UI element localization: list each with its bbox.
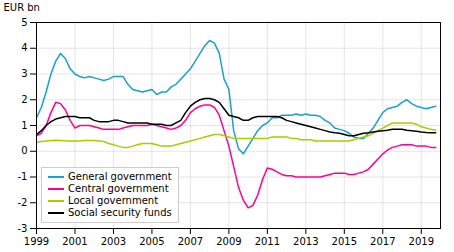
svg-text:2017: 2017 [370,236,395,247]
html-text:Central government: Central government [68,183,169,194]
svg-text:2003: 2003 [101,236,126,247]
svg-text:5: 5 [21,17,27,28]
svg-text:2005: 2005 [139,236,164,247]
html-text:Social security funds: Social security funds [68,207,172,218]
svg-text:1: 1 [21,120,27,131]
svg-text:2013: 2013 [293,236,318,247]
html-text:Local government: Local government [68,195,159,206]
svg-text:2001: 2001 [62,236,87,247]
svg-text:EUR bn: EUR bn [4,2,40,13]
svg-text:-2: -2 [18,197,28,208]
svg-text:-1: -1 [18,171,28,182]
svg-text:4: 4 [21,42,27,53]
svg-text:2015: 2015 [332,236,357,247]
svg-text:2: 2 [21,94,27,105]
svg-text:0: 0 [21,145,27,156]
html-text:General government: General government [68,171,172,182]
svg-text:3: 3 [21,68,27,79]
svg-text:2009: 2009 [216,236,241,247]
svg-text:1999: 1999 [24,236,49,247]
svg-text:2011: 2011 [255,236,280,247]
svg-text:2019: 2019 [409,236,434,247]
svg-text:-3: -3 [18,223,28,234]
svg-text:2007: 2007 [178,236,203,247]
